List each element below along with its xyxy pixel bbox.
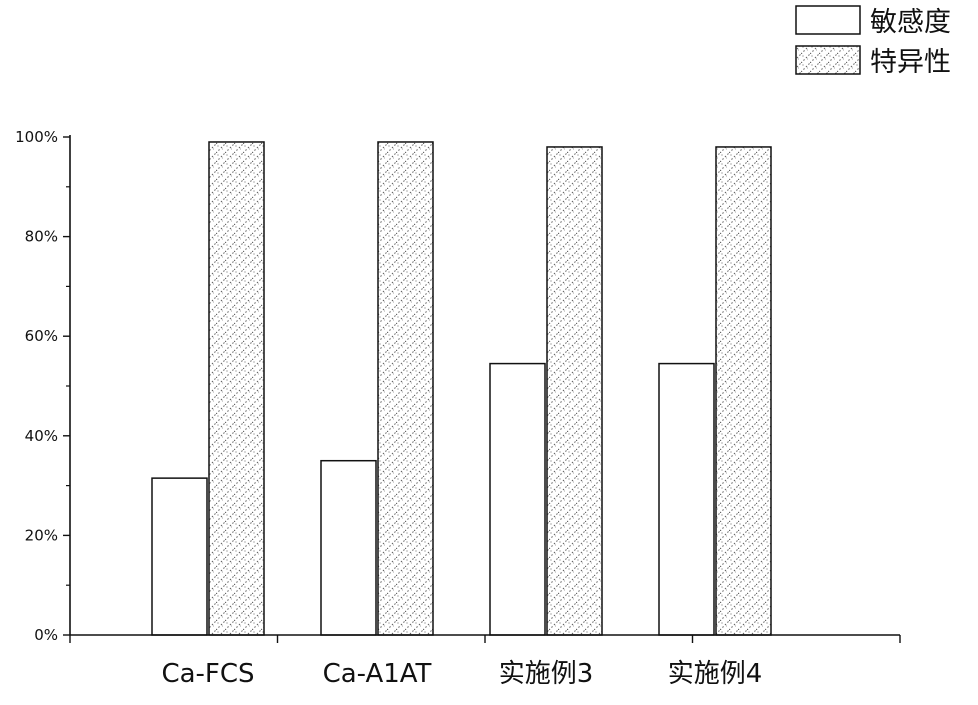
x-tick-label: Ca-FCS [161,659,254,689]
y-tick-label: 100% [15,128,58,146]
legend-label: 敏感度 [870,7,951,38]
legend-label: 特异性 [870,47,951,78]
bar-series2-1 [378,142,433,635]
y-tick-label: 80% [25,228,58,246]
bar-series1-2 [490,364,545,635]
y-tick-label: 40% [25,427,58,445]
bars [152,142,771,635]
bar-series1-3 [659,364,714,635]
legend: 敏感度特异性 [796,6,951,78]
legend-swatch [796,6,860,34]
bar-series1-0 [152,478,207,635]
bar-series2-2 [547,147,602,635]
x-tick-label: 实施例4 [668,659,763,689]
bar-series2-0 [209,142,264,635]
legend-swatch [796,46,860,74]
y-tick-label: 60% [25,327,58,345]
y-tick-label: 20% [25,526,58,544]
y-tick-label: 0% [34,626,58,644]
bar-series1-1 [321,461,376,635]
bar-series2-3 [716,147,771,635]
x-tick-label: 实施例3 [499,659,594,689]
x-tick-label: Ca-A1AT [323,659,432,689]
